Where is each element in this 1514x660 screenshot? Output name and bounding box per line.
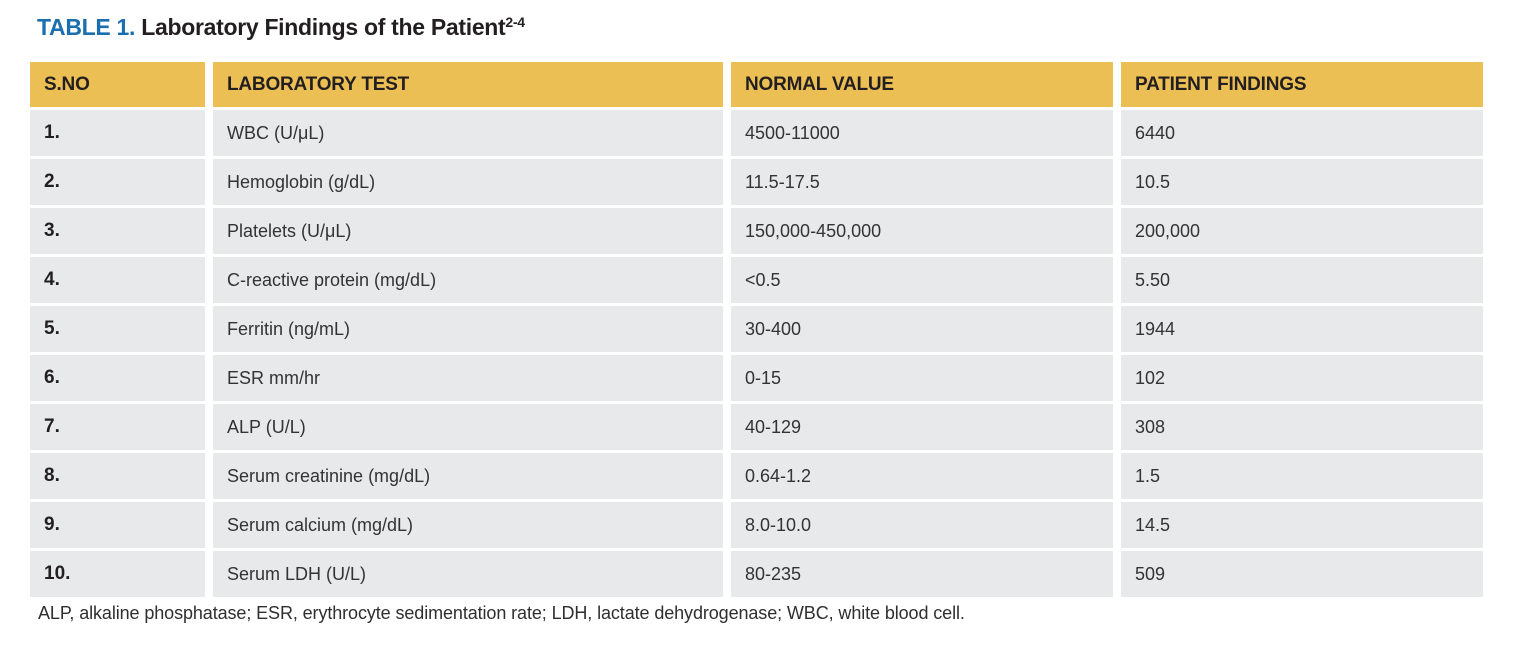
cell-patient-finding: 6440	[1121, 110, 1483, 156]
cell-patient-finding: 1.5	[1121, 453, 1483, 499]
cell-sno: 10.	[30, 551, 205, 597]
cell-normal-value: 40-129	[731, 404, 1113, 450]
cell-test: Platelets (U/μL)	[213, 208, 723, 254]
cell-test: C-reactive protein (mg/dL)	[213, 257, 723, 303]
cell-test: Hemoglobin (g/dL)	[213, 159, 723, 205]
cell-normal-value: 11.5-17.5	[731, 159, 1113, 205]
cell-test: Serum creatinine (mg/dL)	[213, 453, 723, 499]
cell-patient-finding: 308	[1121, 404, 1483, 450]
cell-patient-finding: 200,000	[1121, 208, 1483, 254]
table-title-label: TABLE 1.	[37, 14, 136, 40]
cell-patient-finding: 5.50	[1121, 257, 1483, 303]
cell-test: Serum LDH (U/L)	[213, 551, 723, 597]
laboratory-findings-table: S.NO LABORATORY TEST NORMAL VALUE PATIEN…	[30, 62, 1483, 597]
cell-normal-value: 0.64-1.2	[731, 453, 1113, 499]
column-header-laboratory-test: LABORATORY TEST	[213, 62, 723, 107]
cell-normal-value: 0-15	[731, 355, 1113, 401]
cell-patient-finding: 509	[1121, 551, 1483, 597]
cell-sno: 4.	[30, 257, 205, 303]
cell-normal-value: 30-400	[731, 306, 1113, 352]
cell-sno: 7.	[30, 404, 205, 450]
cell-patient-finding: 10.5	[1121, 159, 1483, 205]
cell-normal-value: <0.5	[731, 257, 1113, 303]
table-footnote: ALP, alkaline phosphatase; ESR, erythroc…	[38, 603, 965, 623]
cell-normal-value: 150,000-450,000	[731, 208, 1113, 254]
cell-sno: 6.	[30, 355, 205, 401]
table-title-citation-superscript: 2-4	[505, 14, 525, 30]
cell-normal-value: 80-235	[731, 551, 1113, 597]
cell-test: ESR mm/hr	[213, 355, 723, 401]
cell-sno: 3.	[30, 208, 205, 254]
column-header-patient-findings: PATIENT FINDINGS	[1121, 62, 1483, 107]
table-title: TABLE 1. Laboratory Findings of the Pati…	[37, 14, 525, 41]
cell-patient-finding: 102	[1121, 355, 1483, 401]
cell-patient-finding: 14.5	[1121, 502, 1483, 548]
column-header-normal-value: NORMAL VALUE	[731, 62, 1113, 107]
cell-test: ALP (U/L)	[213, 404, 723, 450]
cell-test: Ferritin (ng/mL)	[213, 306, 723, 352]
cell-patient-finding: 1944	[1121, 306, 1483, 352]
cell-test: Serum calcium (mg/dL)	[213, 502, 723, 548]
cell-sno: 8.	[30, 453, 205, 499]
cell-sno: 5.	[30, 306, 205, 352]
cell-sno: 2.	[30, 159, 205, 205]
cell-sno: 1.	[30, 110, 205, 156]
cell-sno: 9.	[30, 502, 205, 548]
table-title-text: Laboratory Findings of the Patient	[135, 14, 506, 40]
cell-test: WBC (U/μL)	[213, 110, 723, 156]
cell-normal-value: 8.0-10.0	[731, 502, 1113, 548]
cell-normal-value: 4500-11000	[731, 110, 1113, 156]
column-header-sno: S.NO	[30, 62, 205, 107]
